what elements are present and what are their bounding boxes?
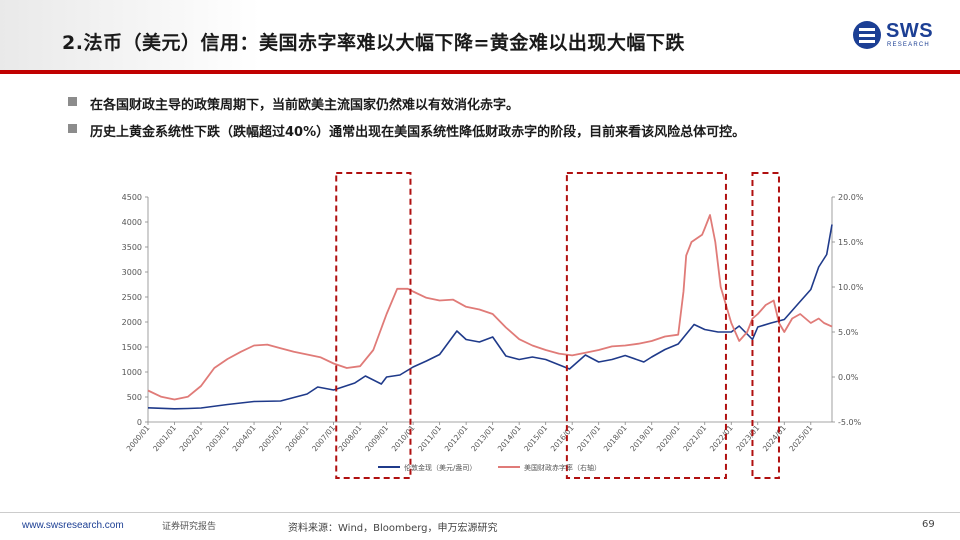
footer: www.swsresearch.com 证券研究报告 资料来源：Wind，Blo… [0, 512, 960, 540]
page-title: 2.法币（美元）信用：美国赤字率难以大幅下降=黄金难以出现大幅下跌 [62, 32, 685, 54]
gold-price-line [147, 224, 833, 410]
x-axis-tick-label: 2004/01 [231, 423, 258, 453]
footer-source: 资料来源：Wind，Bloomberg，申万宏源研究 [288, 523, 498, 534]
right-axis-tick-label: -5.0% [838, 418, 862, 427]
left-axis-tick-label: 1500 [122, 343, 142, 352]
x-axis-tick-label: 2000/01 [125, 423, 152, 453]
bullet-square-icon [68, 97, 77, 106]
x-axis-tick-label: 2017/01 [575, 423, 602, 453]
highlight-period-box [335, 172, 412, 479]
page-number: 69 [922, 519, 935, 530]
x-axis-tick-label: 2011/01 [416, 423, 443, 453]
title-bar: 2.法币（美元）信用：美国赤字率难以大幅下降=黄金难以出现大幅下跌 SWS RE… [0, 0, 960, 74]
x-axis-tick-label: 2019/01 [628, 423, 655, 453]
chart-container: 0 500 1000 1500 2000 2500 3000 3500 4000 4500 -5.0… [100, 170, 880, 500]
right-axis-tick-label: 0.0% [838, 373, 859, 382]
x-axis-tick-label: 2002/01 [178, 423, 205, 453]
left-axis-tick-label: 4000 [122, 218, 142, 227]
sws-logo: SWS RESEARCH [852, 20, 942, 54]
x-axis-tick-label: 2014/01 [496, 423, 523, 453]
x-axis-tick-label: 2013/01 [469, 423, 496, 453]
footer-report-type: 证券研究报告 [162, 522, 217, 532]
x-axis-tick-label: 2018/01 [602, 423, 629, 453]
logo-mark-icon [853, 21, 881, 49]
x-axis-tick-label: 2015/01 [522, 423, 549, 453]
left-axis-tick-label: 500 [127, 393, 142, 402]
right-axis-tick-label: 5.0% [838, 328, 859, 337]
bullet-text: 历史上黄金系统性下跌（跌幅超过40%）通常出现在美国系统性降低财政赤字的阶段，目… [90, 125, 746, 140]
x-axis-tick-label: 2010/01 [390, 423, 417, 453]
left-axis-tick-label: 3000 [122, 268, 142, 277]
x-axis-tick-label: 2021/01 [681, 423, 708, 453]
bullet-item: 历史上黄金系统性下跌（跌幅超过40%）通常出现在美国系统性降低财政赤字的阶段，目… [68, 121, 928, 140]
x-axis-tick-label: 2006/01 [284, 423, 311, 453]
logo-subtext: RESEARCH [887, 42, 930, 48]
right-axis-tick-label: 15.0% [838, 238, 864, 247]
left-axis-tick-label: 2500 [122, 293, 142, 302]
x-axis-tick-label: 2022/01 [708, 423, 735, 453]
x-axis-tick-label: 2007/01 [310, 423, 337, 453]
x-axis-tick-label: 2001/01 [151, 423, 178, 453]
x-axis-tick-label: 2008/01 [337, 423, 364, 453]
legend-label: 伦敦金现（美元/盎司） [404, 463, 476, 472]
logo-text: SWS [886, 20, 934, 42]
highlight-period-box [565, 172, 727, 479]
x-axis-tick-label: 2016/01 [549, 423, 576, 453]
x-axis-tick-label: 2020/01 [655, 423, 682, 453]
x-axis-tick-label: 2012/01 [443, 423, 470, 453]
left-axis-tick-label: 0 [137, 418, 142, 427]
bullet-text: 在各国财政主导的政策周期下，当前欧美主流国家仍然难以有效消化赤字。 [90, 98, 520, 113]
x-axis-tick-label: 2003/01 [204, 423, 231, 453]
x-axis-tick-label: 2025/01 [787, 423, 814, 453]
deficit-ratio-line [147, 214, 833, 401]
left-axis-tick-label: 3500 [122, 243, 142, 252]
x-axis-tick-label: 2005/01 [257, 423, 284, 453]
footer-website: www.swsresearch.com [22, 520, 124, 531]
highlight-period-box [751, 172, 780, 479]
bullet-list: 在各国财政主导的政策周期下，当前欧美主流国家仍然难以有效消化赤字。 历史上黄金系… [68, 94, 928, 148]
x-axis-tick-label: 2023/01 [734, 423, 761, 453]
left-axis-tick-label: 2000 [122, 318, 142, 327]
bullet-item: 在各国财政主导的政策周期下，当前欧美主流国家仍然难以有效消化赤字。 [68, 94, 928, 113]
right-axis-tick-label: 10.0% [838, 283, 864, 292]
footer-divider [0, 512, 960, 513]
bullet-square-icon [68, 124, 77, 133]
left-axis-tick-label: 4500 [122, 193, 142, 202]
left-axis-tick-label: 1000 [122, 368, 142, 377]
x-axis-tick-label: 2024/01 [761, 423, 788, 453]
x-axis-tick-label: 2009/01 [363, 423, 390, 453]
right-axis-tick-label: 20.0% [838, 193, 864, 202]
legend-label: 美国财政赤字率（右轴） [524, 463, 601, 472]
gold-vs-deficit-chart: 0 500 1000 1500 2000 2500 3000 3500 4000 4500 -5.0… [122, 172, 864, 479]
